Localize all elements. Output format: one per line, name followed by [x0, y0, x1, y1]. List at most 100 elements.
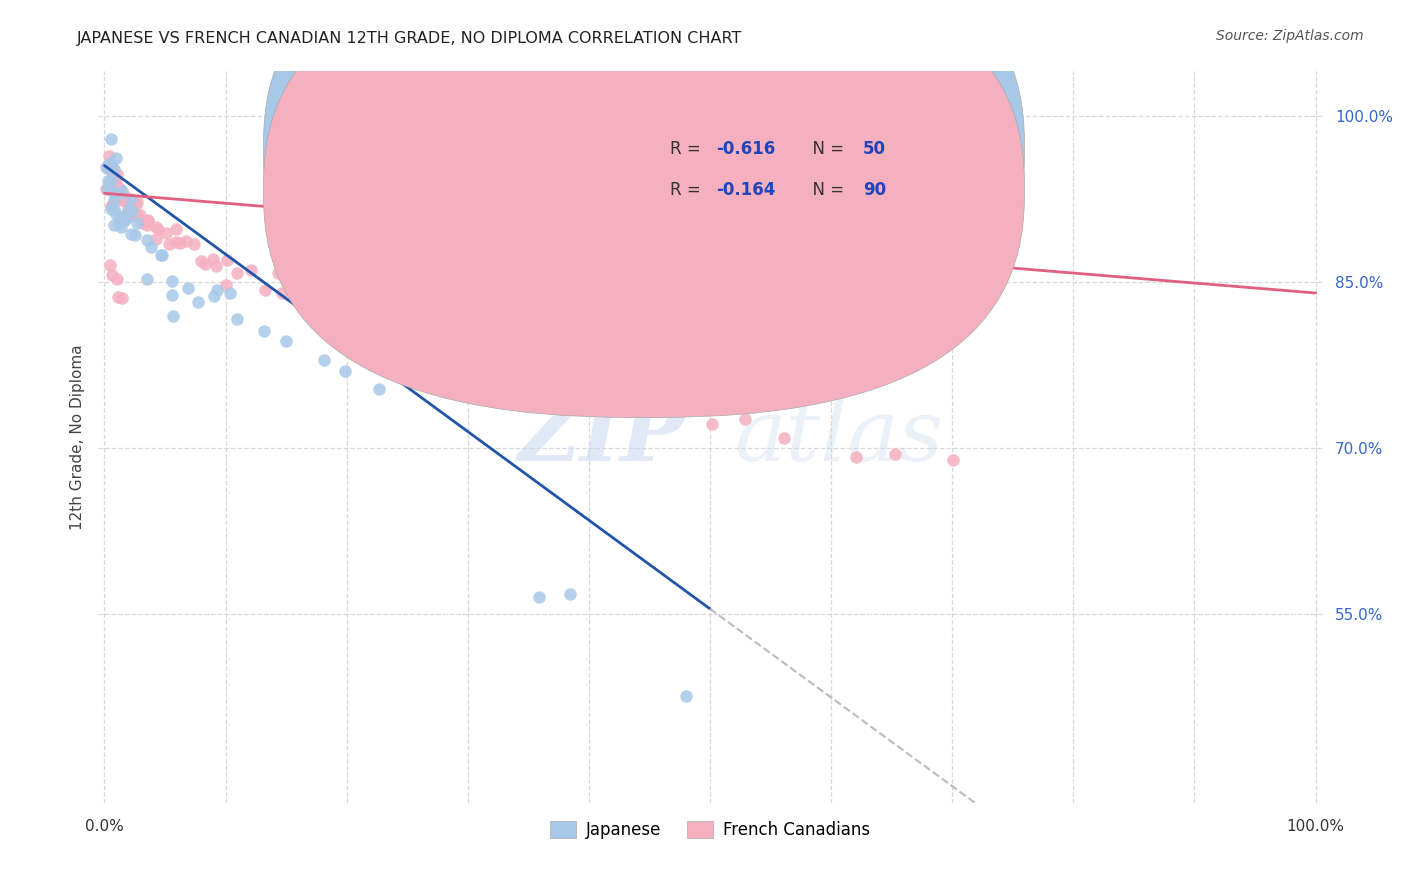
- Point: [150, 248, 173, 262]
- Point: [394, 326, 416, 340]
- Point: [176, 281, 198, 295]
- Point: [150, 248, 173, 262]
- Point: [201, 252, 224, 267]
- Point: [105, 187, 128, 202]
- Point: [253, 324, 276, 338]
- Point: [127, 216, 149, 230]
- Point: [104, 171, 127, 186]
- Point: [110, 186, 132, 201]
- Point: [103, 219, 125, 233]
- Point: [302, 301, 325, 315]
- Point: [157, 237, 180, 252]
- Point: [217, 252, 239, 267]
- Point: [136, 218, 159, 232]
- Point: [352, 299, 374, 313]
- Text: N =: N =: [801, 139, 849, 158]
- Point: [110, 211, 132, 225]
- Point: [183, 237, 205, 252]
- Point: [101, 268, 124, 282]
- Point: [312, 352, 335, 367]
- Point: [671, 402, 693, 417]
- Point: [560, 587, 582, 601]
- Point: [108, 216, 131, 230]
- Text: 90: 90: [863, 181, 886, 199]
- Point: [94, 160, 117, 174]
- Point: [845, 450, 868, 464]
- Point: [104, 151, 127, 165]
- Point: [138, 213, 160, 227]
- Point: [187, 294, 209, 309]
- Point: [120, 192, 142, 206]
- Point: [165, 222, 187, 236]
- Point: [103, 171, 125, 186]
- Point: [121, 208, 143, 222]
- Point: [100, 199, 122, 213]
- Point: [117, 202, 139, 217]
- Point: [125, 207, 148, 221]
- Point: [100, 157, 122, 171]
- Point: [218, 285, 240, 300]
- Point: [387, 318, 409, 332]
- Point: [100, 132, 122, 146]
- Point: [98, 155, 121, 169]
- Point: [115, 208, 138, 222]
- Point: [204, 260, 226, 274]
- Point: [105, 185, 128, 199]
- Point: [136, 272, 159, 286]
- Point: [114, 189, 136, 203]
- Point: [101, 168, 124, 182]
- Point: [675, 689, 697, 703]
- Point: [111, 291, 134, 305]
- Point: [131, 216, 153, 230]
- Point: [104, 192, 127, 206]
- Point: [373, 301, 395, 316]
- Point: [96, 161, 118, 176]
- Point: [101, 185, 124, 199]
- Point: [267, 266, 290, 280]
- Point: [321, 297, 343, 311]
- Point: [165, 235, 187, 250]
- Point: [100, 202, 122, 216]
- Point: [529, 591, 551, 605]
- Point: [114, 212, 136, 227]
- Point: [96, 182, 118, 196]
- Point: [96, 159, 118, 173]
- Point: [409, 321, 432, 335]
- Point: [101, 161, 124, 176]
- Point: [98, 149, 121, 163]
- Point: [107, 290, 129, 304]
- FancyBboxPatch shape: [263, 0, 1025, 376]
- Point: [105, 272, 128, 286]
- Point: [110, 182, 132, 196]
- Text: R =: R =: [669, 139, 706, 158]
- Point: [139, 240, 162, 254]
- FancyBboxPatch shape: [619, 119, 942, 218]
- Point: [136, 214, 159, 228]
- Point: [162, 274, 184, 288]
- Point: [100, 158, 122, 172]
- Point: [98, 258, 121, 272]
- Point: [105, 189, 128, 203]
- Text: -0.616: -0.616: [716, 139, 775, 158]
- Point: [240, 263, 263, 277]
- Point: [160, 288, 183, 302]
- Point: [103, 161, 125, 176]
- Point: [125, 196, 148, 211]
- Point: [174, 234, 197, 248]
- Point: [105, 167, 128, 181]
- Point: [118, 202, 141, 217]
- Point: [356, 305, 378, 319]
- Point: [110, 220, 132, 235]
- Point: [578, 384, 600, 399]
- Point: [418, 325, 440, 339]
- Point: [205, 283, 228, 297]
- Point: [125, 195, 148, 210]
- Point: [605, 385, 627, 400]
- Point: [481, 368, 503, 383]
- Point: [190, 253, 212, 268]
- Text: N =: N =: [801, 181, 849, 199]
- Point: [162, 309, 184, 323]
- Point: [734, 412, 756, 426]
- Point: [98, 177, 121, 191]
- Point: [103, 202, 125, 216]
